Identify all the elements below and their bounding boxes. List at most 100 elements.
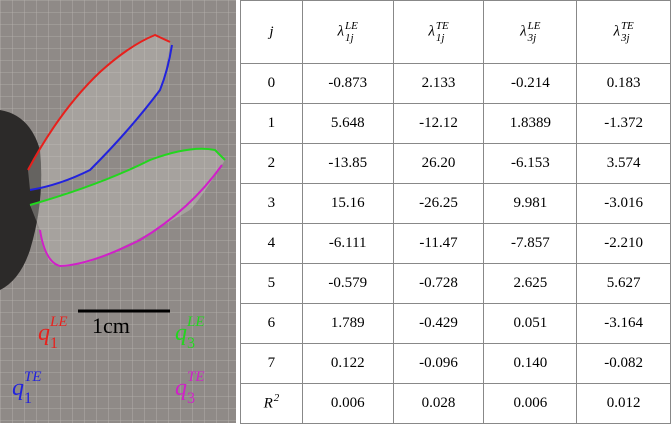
table-cell: 1.8389 bbox=[484, 104, 577, 144]
symbol: λ bbox=[520, 23, 527, 39]
scripts: LE1j bbox=[345, 20, 358, 44]
table-cell: -6.153 bbox=[484, 144, 577, 184]
symbol: q bbox=[175, 375, 187, 401]
subscript: 1 bbox=[24, 390, 32, 407]
table-cell: 5.648 bbox=[302, 104, 393, 144]
table-cell: 26.20 bbox=[393, 144, 484, 184]
table-cell: 4 bbox=[241, 224, 303, 264]
symbol: R bbox=[264, 395, 273, 411]
table-cell: -0.214 bbox=[484, 64, 577, 104]
superscript: LE bbox=[345, 20, 358, 32]
superscript: TE bbox=[621, 20, 634, 32]
superscript: TE bbox=[24, 369, 42, 385]
header-cell: j bbox=[241, 1, 303, 64]
table-cell: 0.122 bbox=[302, 344, 393, 384]
table-cell: -0.082 bbox=[577, 344, 671, 384]
superscript: 2 bbox=[274, 392, 280, 404]
table-cell: -0.429 bbox=[393, 304, 484, 344]
symbol: 1 bbox=[268, 115, 276, 131]
table-cell: 0 bbox=[241, 64, 303, 104]
table-cell: 15.16 bbox=[302, 184, 393, 224]
table-cell: 2.625 bbox=[484, 264, 577, 304]
symbol: q bbox=[38, 320, 50, 346]
symbol: q bbox=[12, 375, 24, 401]
superscript: TE bbox=[187, 369, 205, 385]
superscript: LE bbox=[49, 314, 68, 330]
scale-label: 1cm bbox=[92, 313, 130, 338]
table-cell: 0.051 bbox=[484, 304, 577, 344]
subscript: 1j bbox=[345, 32, 358, 44]
table-cell: -12.12 bbox=[393, 104, 484, 144]
page: 1cm q1LEq3LEq1TEq3TE jλLE1jλTE1jλLE3jλTE… bbox=[0, 0, 671, 423]
table-cell: -0.579 bbox=[302, 264, 393, 304]
symbol: λ bbox=[338, 23, 345, 39]
symbol: 6 bbox=[268, 315, 276, 331]
table-cell: -0.873 bbox=[302, 64, 393, 104]
symbol: 7 bbox=[268, 355, 276, 371]
subscript: 1 bbox=[50, 335, 58, 352]
coefficient-table: jλLE1jλTE1jλLE3jλTE3j0-0.8732.133-0.2140… bbox=[240, 0, 671, 424]
table-cell: 0.012 bbox=[577, 384, 671, 424]
symbol: j bbox=[269, 24, 273, 40]
superscript: LE bbox=[186, 314, 205, 330]
table-cell: 6 bbox=[241, 304, 303, 344]
table-cell: -7.857 bbox=[484, 224, 577, 264]
table-cell: 7 bbox=[241, 344, 303, 384]
symbol: 4 bbox=[268, 235, 276, 251]
table-cell: 0.183 bbox=[577, 64, 671, 104]
symbol: λ bbox=[613, 23, 620, 39]
table-cell: 2.133 bbox=[393, 64, 484, 104]
table-cell: 3 bbox=[241, 184, 303, 224]
table-cell: -3.164 bbox=[577, 304, 671, 344]
superscript: TE bbox=[436, 20, 449, 32]
symbol: 3 bbox=[268, 195, 276, 211]
table-cell: 0.028 bbox=[393, 384, 484, 424]
table-cell: 0.140 bbox=[484, 344, 577, 384]
table-cell: 0.006 bbox=[484, 384, 577, 424]
table-cell: -1.372 bbox=[577, 104, 671, 144]
table-cell: 0.006 bbox=[302, 384, 393, 424]
table-cell: -6.111 bbox=[302, 224, 393, 264]
subscript: 3j bbox=[621, 32, 634, 44]
table-cell: 5 bbox=[241, 264, 303, 304]
symbol: 2 bbox=[268, 155, 276, 171]
table-cell: -26.25 bbox=[393, 184, 484, 224]
table-cell: -11.47 bbox=[393, 224, 484, 264]
table-cell: -0.096 bbox=[393, 344, 484, 384]
table-cell: 1 bbox=[241, 104, 303, 144]
table-cell: 3.574 bbox=[577, 144, 671, 184]
table-cell: 5.627 bbox=[577, 264, 671, 304]
table-cell: -3.016 bbox=[577, 184, 671, 224]
table-cell: -13.85 bbox=[302, 144, 393, 184]
subscript bbox=[274, 404, 280, 416]
table-cell: -2.210 bbox=[577, 224, 671, 264]
scripts: 2 bbox=[274, 392, 280, 416]
subscript: 3j bbox=[528, 32, 541, 44]
table-cell: -0.728 bbox=[393, 264, 484, 304]
header-cell: λLE3j bbox=[484, 1, 577, 64]
table-cell: 1.789 bbox=[302, 304, 393, 344]
symbol: 0 bbox=[268, 75, 276, 91]
header-cell: λLE1j bbox=[302, 1, 393, 64]
table-cell: 2 bbox=[241, 144, 303, 184]
symbol: 5 bbox=[268, 275, 276, 291]
symbol: q bbox=[175, 320, 187, 346]
subscript: 3 bbox=[187, 335, 195, 352]
table-cell: 9.981 bbox=[484, 184, 577, 224]
subscript: 1j bbox=[436, 32, 449, 44]
subscript: 3 bbox=[187, 390, 195, 407]
